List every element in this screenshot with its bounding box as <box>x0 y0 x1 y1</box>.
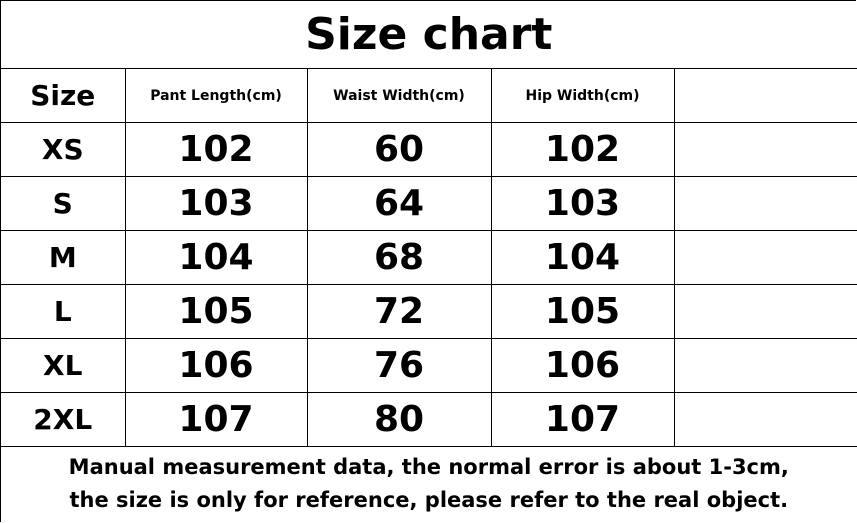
table-cell: 64 <box>306 176 492 231</box>
table-cell: XS <box>1 122 126 177</box>
measurement-note: Manual measurement data, the normal erro… <box>1 446 857 521</box>
table-row: XS 102 60 102 <box>1 122 857 177</box>
chart-title: Size chart <box>1 1 857 69</box>
table-cell: M <box>1 230 126 285</box>
table-row: M 104 68 104 <box>1 230 857 285</box>
header-pant-length: Pant Length(cm) <box>124 68 308 123</box>
table-cell <box>673 176 857 231</box>
table-row: 2XL 107 80 107 <box>1 392 857 447</box>
note-line-1: Manual measurement data, the normal erro… <box>68 455 789 479</box>
table-cell: 103 <box>490 176 675 231</box>
table-cell: 106 <box>124 338 308 393</box>
table-cell: 80 <box>306 392 492 447</box>
table-cell: 103 <box>124 176 308 231</box>
table-cell: 68 <box>306 230 492 285</box>
header-waist-width: Waist Width(cm) <box>306 68 492 123</box>
header-row: Size Pant Length(cm) Waist Width(cm) Hip… <box>1 68 857 123</box>
table-cell: 104 <box>490 230 675 285</box>
table-cell: XL <box>1 338 126 393</box>
table-cell: 106 <box>490 338 675 393</box>
table-cell: 2XL <box>1 392 126 447</box>
table-row: XL 106 76 106 <box>1 338 857 393</box>
table-cell <box>673 122 857 177</box>
table-row: S 103 64 103 <box>1 176 857 231</box>
note-line-2: the size is only for reference, please r… <box>69 488 789 512</box>
table-cell: 72 <box>306 284 492 339</box>
header-empty <box>673 68 857 123</box>
table-cell <box>673 392 857 447</box>
header-size: Size <box>1 68 126 123</box>
table-cell <box>673 230 857 285</box>
table-cell <box>673 284 857 339</box>
table-cell: 107 <box>490 392 675 447</box>
table-cell: L <box>1 284 126 339</box>
table-cell: 105 <box>124 284 308 339</box>
table-cell: 105 <box>490 284 675 339</box>
table-row: L 105 72 105 <box>1 284 857 339</box>
table-cell <box>673 338 857 393</box>
table-cell: 104 <box>124 230 308 285</box>
table-cell: 60 <box>306 122 492 177</box>
table-cell: S <box>1 176 126 231</box>
header-hip-width: Hip Width(cm) <box>490 68 675 123</box>
table-cell: 102 <box>490 122 675 177</box>
table-cell: 76 <box>306 338 492 393</box>
table-cell: 102 <box>124 122 308 177</box>
table-cell: 107 <box>124 392 308 447</box>
